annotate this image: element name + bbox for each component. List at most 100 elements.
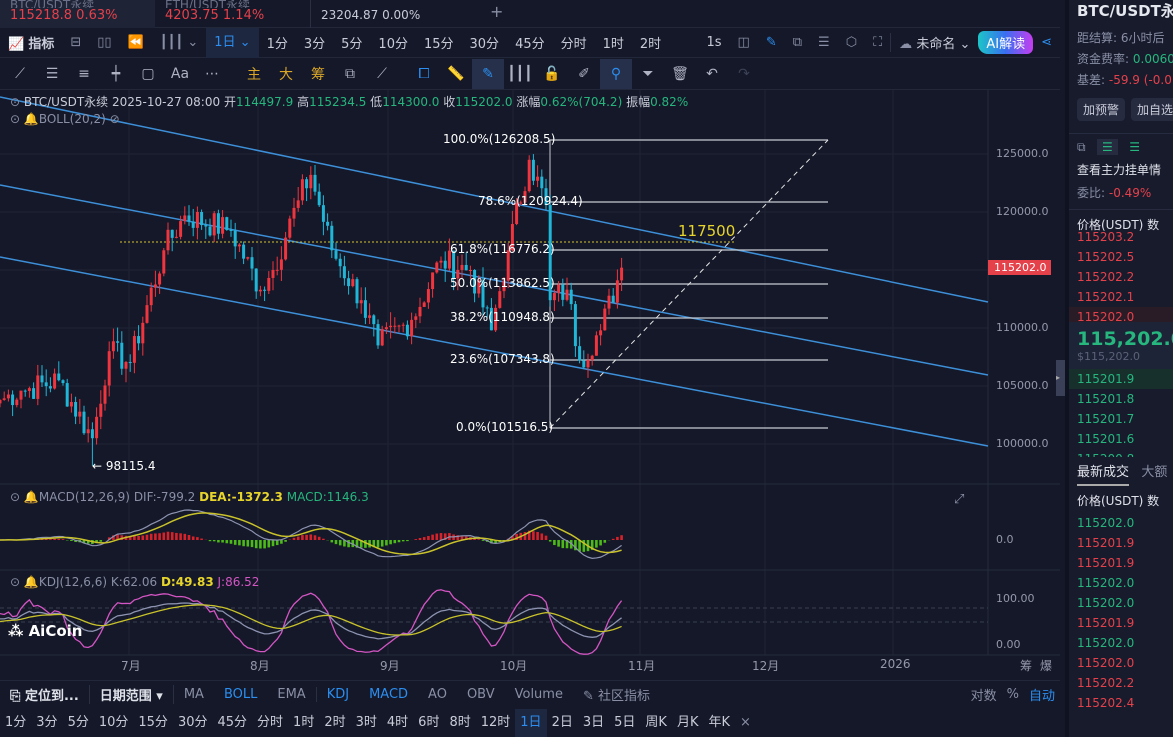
- camera-icon[interactable]: ◫: [737, 35, 750, 50]
- interval-select[interactable]: 1日 ⌄: [206, 27, 259, 58]
- chip-toggle[interactable]: 筹: [1020, 659, 1033, 673]
- interval-3[interactable]: 10分: [98, 715, 129, 730]
- horizontal-line-icon[interactable]: ┿: [111, 65, 121, 82]
- collapse-icon[interactable]: ⊙: [10, 575, 21, 589]
- interval-1m[interactable]: 1分: [266, 37, 288, 52]
- orderbook-row[interactable]: 115202.2: [1077, 270, 1135, 284]
- ind-kdj[interactable]: KDJ: [326, 687, 350, 702]
- orderbook-both-icon[interactable]: ☰: [1097, 139, 1118, 155]
- lock-icon[interactable]: 🔓: [543, 65, 561, 82]
- layout-icon[interactable]: ▯▯: [97, 35, 112, 50]
- price-chart[interactable]: [0, 0, 1060, 680]
- redo-icon[interactable]: ↷: [738, 65, 750, 82]
- orderbook-row[interactable]: 115200.8: [1069, 449, 1173, 457]
- add-tab-icon[interactable]: +: [490, 2, 504, 21]
- main-orders-link[interactable]: 查看主力挂单情: [1077, 163, 1162, 177]
- template-icon[interactable]: ⊟: [70, 35, 82, 50]
- interval-5m[interactable]: 5分: [341, 37, 363, 52]
- interval-11[interactable]: 4时: [386, 715, 409, 730]
- interval-5[interactable]: 30分: [177, 715, 208, 730]
- add-alert-button[interactable]: 加预警: [1077, 98, 1126, 121]
- interval-8[interactable]: 1时: [293, 715, 315, 730]
- add-watchlist-button[interactable]: 加自选: [1131, 98, 1173, 121]
- close-icon[interactable]: ×: [740, 715, 751, 730]
- interval-10m[interactable]: 10分: [378, 37, 408, 52]
- settings-icon[interactable]: ⬡: [845, 35, 858, 50]
- hide-drawings-icon[interactable]: ⟋: [377, 65, 387, 82]
- parallel-channel-icon[interactable]: ☰: [45, 65, 59, 82]
- refresh-rate[interactable]: 1s: [706, 35, 722, 50]
- interval-1[interactable]: 3分: [36, 715, 58, 730]
- fib-icon[interactable]: ≡: [78, 65, 90, 82]
- collapse-icon[interactable]: ⊙: [10, 490, 21, 504]
- pencil-icon[interactable]: ✎: [765, 35, 777, 50]
- tab-eth[interactable]: ETH/USDT永续 4203.75 1.14%: [165, 0, 265, 23]
- interval-1h[interactable]: 1时: [602, 37, 624, 52]
- orderbook-list-icon[interactable]: ☰: [1129, 140, 1141, 154]
- community-indicators[interactable]: ✎ 社区指标: [582, 689, 651, 704]
- interval-30m[interactable]: 30分: [469, 37, 500, 52]
- log-toggle[interactable]: 对数: [970, 689, 997, 704]
- fullscreen-icon[interactable]: ⛶: [873, 35, 883, 50]
- share-icon[interactable]: ⋖: [1041, 35, 1052, 50]
- date-range-select[interactable]: 日期范围 ▾: [90, 685, 174, 704]
- main-force-button[interactable]: 主: [247, 66, 261, 83]
- interval-timeline[interactable]: 分时: [560, 37, 587, 52]
- ind-macd[interactable]: MACD: [369, 687, 409, 702]
- orderbook-row[interactable]: 115201.8: [1077, 392, 1135, 406]
- bell-icon[interactable]: 🔔: [23, 112, 39, 126]
- interval-0[interactable]: 1分: [5, 715, 27, 730]
- candles-icon[interactable]: ┃┃┃: [507, 65, 533, 82]
- interval-17[interactable]: 3日: [582, 715, 605, 730]
- undo-icon[interactable]: ↶: [706, 65, 718, 82]
- ind-ma[interactable]: MA: [183, 687, 204, 702]
- ind-obv[interactable]: OBV: [466, 687, 495, 702]
- collapse-icon[interactable]: ⊙: [10, 112, 21, 126]
- interval-19[interactable]: 周K: [645, 715, 667, 730]
- replay-icon[interactable]: ⧉: [792, 35, 803, 50]
- interval-4[interactable]: 15分: [138, 715, 168, 730]
- interval-10[interactable]: 3时: [355, 715, 377, 730]
- bell-icon[interactable]: 🔔: [23, 575, 39, 589]
- interval-45m[interactable]: 45分: [515, 37, 545, 52]
- interval-2h[interactable]: 2时: [639, 37, 662, 52]
- interval-9[interactable]: 2时: [324, 715, 346, 730]
- trend-line-icon[interactable]: ⟋: [15, 65, 25, 82]
- interval-16[interactable]: 2日: [551, 715, 573, 730]
- rewind-icon[interactable]: ⏪: [127, 35, 144, 50]
- trash-icon[interactable]: 🗑: [671, 65, 689, 82]
- edit-icon[interactable]: ✐: [578, 65, 590, 82]
- indicators-button[interactable]: 📈 指标: [8, 37, 55, 52]
- ind-boll[interactable]: BOLL: [223, 687, 258, 702]
- bell-icon[interactable]: 🔔: [23, 490, 39, 504]
- auto-toggle[interactable]: 自动: [1028, 689, 1055, 704]
- interval-12[interactable]: 6时: [418, 715, 440, 730]
- magnet-icon[interactable]: ⚲: [600, 58, 632, 89]
- orderbook-row[interactable]: 115202.1: [1077, 290, 1135, 304]
- chip-button[interactable]: 筹: [311, 66, 325, 83]
- tab-large-trades[interactable]: 大额: [1141, 465, 1168, 480]
- interval-15m[interactable]: 15分: [423, 37, 454, 52]
- interval-6[interactable]: 45分: [217, 715, 248, 730]
- orderbook-row[interactable]: 115201.6: [1077, 432, 1135, 446]
- interval-15[interactable]: 1日: [515, 709, 547, 737]
- interval-2[interactable]: 5分: [67, 715, 89, 730]
- ai-interpret-button[interactable]: AI解读: [978, 31, 1034, 54]
- orderbook-row[interactable]: 115202.0: [1069, 307, 1173, 322]
- collapse-panel-handle[interactable]: ▸: [1056, 360, 1065, 396]
- tab-btc[interactable]: BTC/USDT永续 115218.8 0.63%: [0, 0, 155, 28]
- interval-20[interactable]: 月K: [676, 715, 699, 730]
- interval-3m[interactable]: 3分: [303, 37, 326, 52]
- chart-type-icon[interactable]: ┃┃┃ ⌄: [159, 35, 199, 50]
- ind-volume[interactable]: Volume: [514, 687, 563, 702]
- ruler-icon[interactable]: 📏: [447, 65, 465, 82]
- draw-mode-icon[interactable]: ✎: [472, 58, 504, 89]
- orderbook-row[interactable]: 115201.7: [1077, 412, 1135, 426]
- more-icon[interactable]: ⋯: [205, 65, 219, 82]
- liquidation-toggle[interactable]: 爆: [1040, 659, 1053, 673]
- filter-icon[interactable]: ⏷: [642, 65, 654, 82]
- list-icon[interactable]: ☰: [818, 35, 830, 50]
- orderbook-row[interactable]: 115202.5: [1077, 250, 1135, 264]
- interval-18[interactable]: 5日: [614, 715, 636, 730]
- interval-14[interactable]: 12时: [480, 715, 511, 730]
